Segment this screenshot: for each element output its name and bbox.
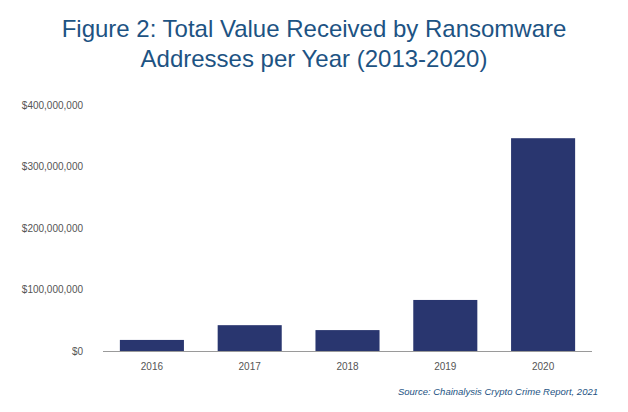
bar bbox=[315, 330, 379, 351]
x-tick-label: 2018 bbox=[336, 361, 359, 372]
x-axis-line bbox=[103, 351, 592, 352]
x-tick-label: 2016 bbox=[141, 361, 164, 372]
y-tick-label: $100,000,000 bbox=[22, 284, 84, 295]
y-tick-label: $300,000,000 bbox=[22, 161, 84, 172]
y-tick-label: $200,000,000 bbox=[22, 223, 84, 234]
x-tick-label: 2019 bbox=[434, 361, 457, 372]
bar bbox=[218, 325, 282, 351]
bar bbox=[120, 340, 184, 351]
y-tick-label: $0 bbox=[72, 346, 84, 357]
bar bbox=[511, 138, 575, 351]
bar bbox=[413, 300, 477, 351]
chart-title: Figure 2: Total Value Received by Ransom… bbox=[54, 14, 574, 74]
source-note: Source: Chainalysis Crypto Crime Report,… bbox=[398, 386, 598, 397]
y-tick-label: $400,000,000 bbox=[22, 100, 84, 111]
chart-svg: $0 $100,000,000 $200,000,000 $300,000,000 $4… bbox=[0, 0, 628, 412]
x-tick-label: 2017 bbox=[239, 361, 262, 372]
x-tick-label: 2020 bbox=[532, 361, 555, 372]
bars bbox=[120, 138, 575, 351]
chart-container: Figure 2: Total Value Received by Ransom… bbox=[0, 0, 628, 412]
